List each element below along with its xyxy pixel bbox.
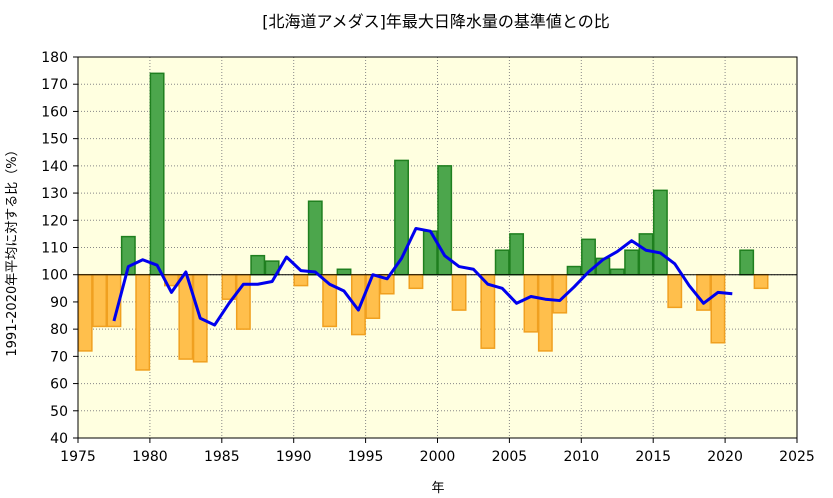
bar-1976 <box>77 273 93 352</box>
bar-2009 <box>552 273 568 314</box>
y-tick-label: 90 <box>50 295 68 311</box>
x-tick-label: 1995 <box>348 449 384 465</box>
bar-1977 <box>92 273 108 328</box>
y-tick-label: 180 <box>41 50 68 66</box>
bar-1991 <box>293 273 309 287</box>
bar-2013 <box>609 268 625 276</box>
bar-2007 <box>523 273 539 333</box>
bar-2005 <box>494 249 510 276</box>
x-tick-label: 1975 <box>60 449 96 465</box>
bar-2010 <box>566 265 582 276</box>
y-axis-ticks: 40 50 60 70 80 90 100 110 120 130 140 150 160 170 180 <box>41 50 78 447</box>
bar-1999 <box>408 273 424 290</box>
x-tick-label: 2020 <box>707 449 743 465</box>
bar-1992 <box>307 200 323 276</box>
x-tick-label: 2015 <box>635 449 671 465</box>
bar-2015 <box>638 233 654 276</box>
y-tick-label: 150 <box>41 132 68 148</box>
y-tick-label: 60 <box>50 377 68 393</box>
bar-2023 <box>753 273 769 290</box>
moving-average-line <box>112 226 733 327</box>
chart-title: [北海道アメダス]年最大日降水量の基準値との比 <box>262 12 610 31</box>
x-tick-label: 1980 <box>132 449 168 465</box>
y-tick-label: 110 <box>41 241 68 257</box>
y-tick-label: 120 <box>41 213 68 229</box>
bars <box>77 72 769 371</box>
bar-1980 <box>135 273 151 371</box>
x-tick-label: 1985 <box>204 449 240 465</box>
bar-2017 <box>667 273 683 309</box>
x-tick-label: 1990 <box>276 449 312 465</box>
bar-1988 <box>250 254 266 276</box>
bar-2022 <box>739 249 755 276</box>
y-tick-label: 100 <box>41 268 68 284</box>
x-tick-label: 2005 <box>492 449 528 465</box>
x-tick-label: 2025 <box>779 449 815 465</box>
bar-2016 <box>652 189 668 276</box>
bar-2006 <box>509 233 525 276</box>
bar-1996 <box>365 273 381 320</box>
y-tick-label: 170 <box>41 77 68 93</box>
bar-1981 <box>149 72 165 276</box>
bar-2002 <box>451 273 467 311</box>
y-tick-label: 50 <box>50 404 68 420</box>
bar-1994 <box>336 268 352 276</box>
y-tick-label: 80 <box>50 322 68 338</box>
x-axis-ticks: 1975 1980 1985 1990 1995 2000 2005 2010 2015 2020… <box>60 438 815 465</box>
y-tick-label: 140 <box>41 159 68 175</box>
x-tick-label: 2010 <box>563 449 599 465</box>
y-tick-label: 130 <box>41 186 68 202</box>
y-tick-label: 40 <box>50 431 68 447</box>
x-tick-label: 2000 <box>420 449 456 465</box>
bar-2014 <box>624 249 640 276</box>
y-axis-label: 1991-2020年平均に対する比（%） <box>5 143 20 356</box>
bar-2020 <box>710 273 726 344</box>
y-tick-label: 70 <box>50 349 68 365</box>
x-axis-label: 年 <box>431 481 444 496</box>
y-tick-label: 160 <box>41 104 68 120</box>
bar-2008 <box>537 273 553 352</box>
